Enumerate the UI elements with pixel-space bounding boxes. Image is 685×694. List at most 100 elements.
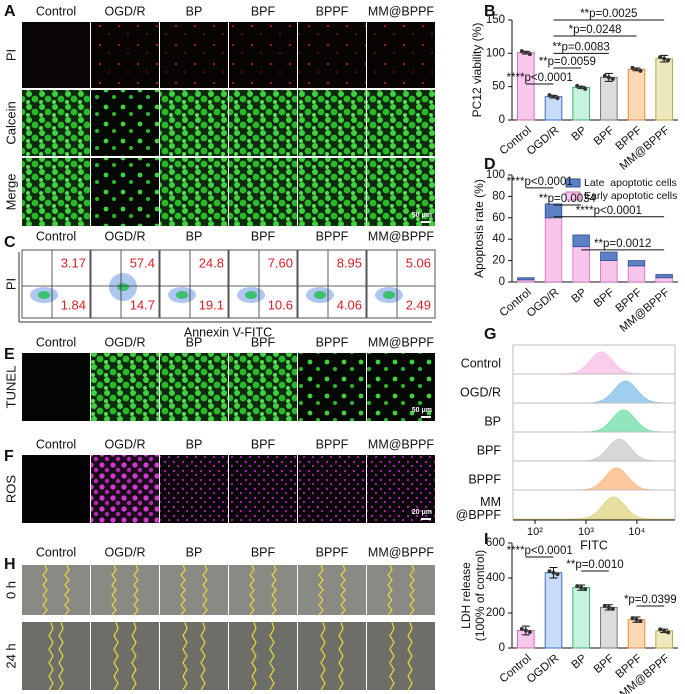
x-tick-label: OGD/R bbox=[525, 124, 562, 157]
column-header: BP bbox=[186, 545, 203, 559]
bar bbox=[627, 68, 646, 121]
quadrant-value: 5.06 bbox=[406, 255, 431, 270]
micrograph bbox=[160, 353, 228, 421]
replicate-dot bbox=[575, 83, 580, 88]
column-header: Control bbox=[36, 4, 76, 18]
wound-edge bbox=[409, 564, 415, 616]
replicate-dot bbox=[634, 67, 639, 72]
replicate-dot bbox=[610, 76, 615, 81]
micrograph bbox=[160, 455, 228, 523]
replicate-dot bbox=[519, 49, 524, 54]
panel-label: A bbox=[4, 3, 16, 20]
replicate-dot bbox=[523, 50, 528, 55]
micrograph bbox=[298, 622, 366, 690]
y-tick-label: 20 bbox=[492, 255, 505, 267]
replicate-dot bbox=[583, 86, 588, 91]
legend-swatch bbox=[565, 191, 581, 201]
column-header: OGD/R bbox=[105, 4, 146, 18]
column-header: BPF bbox=[251, 545, 276, 559]
wound-edge bbox=[200, 621, 206, 691]
bar-segment bbox=[544, 217, 563, 283]
significance-label: **p=0.0034 bbox=[539, 193, 597, 205]
micrograph bbox=[22, 90, 90, 156]
replicate-dot bbox=[606, 605, 611, 610]
micrograph bbox=[91, 353, 159, 421]
replicate-dot bbox=[666, 630, 671, 635]
x-axis-label: FITC bbox=[580, 538, 608, 552]
column-header: BPF bbox=[251, 229, 276, 243]
micrograph bbox=[298, 22, 366, 88]
bar bbox=[544, 572, 563, 649]
y-tick-label: 50 bbox=[492, 81, 505, 93]
row-label: BPPF bbox=[468, 472, 501, 486]
replicate-dot bbox=[630, 616, 635, 621]
bar bbox=[544, 96, 563, 121]
bar bbox=[572, 587, 590, 649]
micrograph bbox=[367, 22, 435, 88]
flow-plot bbox=[159, 249, 229, 319]
micrograph bbox=[160, 565, 228, 615]
cell-cloud-core bbox=[38, 291, 50, 299]
replicate-dot bbox=[662, 56, 667, 61]
ridge-row bbox=[512, 460, 676, 491]
replicate-dot bbox=[551, 94, 556, 99]
legend-label: Late apoptotic cells bbox=[584, 177, 677, 189]
x-axis-label: Annexin V-FITC bbox=[184, 325, 272, 339]
x-tick-label: BP bbox=[570, 652, 590, 671]
replicate-dot bbox=[606, 75, 611, 80]
x-tick-label: OGD/R bbox=[525, 652, 562, 685]
row-label: 0 h bbox=[3, 581, 18, 599]
bar-segment bbox=[572, 234, 590, 248]
x-tick-label: OGD/R bbox=[525, 286, 562, 319]
wound-edge bbox=[111, 564, 117, 616]
panel-label: C bbox=[4, 234, 16, 251]
micrograph bbox=[298, 455, 366, 523]
replicate-dot bbox=[547, 93, 552, 98]
scale-bar-label: 50 μm bbox=[412, 212, 432, 219]
replicate-dot bbox=[630, 65, 635, 70]
bar-segment bbox=[572, 246, 590, 283]
wound-edge bbox=[131, 621, 137, 691]
replicate-dot bbox=[634, 617, 639, 622]
bar-segment bbox=[627, 265, 646, 283]
column-header: BPPF bbox=[316, 437, 349, 451]
wound-edge bbox=[320, 621, 326, 691]
micrograph bbox=[160, 90, 228, 156]
quadrant-value: 57.4 bbox=[130, 255, 155, 270]
micrograph bbox=[367, 353, 435, 421]
column-header: Control bbox=[36, 437, 76, 451]
y-tick-label: 600 bbox=[486, 537, 505, 549]
scale-bar-label: 20 μm bbox=[412, 509, 432, 516]
column-header: MM@BPPF bbox=[368, 229, 435, 243]
panel-label: I bbox=[484, 531, 488, 548]
replicate-dot bbox=[579, 85, 584, 90]
replicate-dot bbox=[662, 628, 667, 633]
micrograph bbox=[22, 622, 90, 690]
bar bbox=[655, 58, 673, 121]
quadrant-value: 4.06 bbox=[337, 297, 362, 312]
micrograph bbox=[367, 455, 435, 523]
replicate-dot bbox=[555, 96, 560, 101]
ridge-row bbox=[512, 373, 676, 404]
panel-label: G bbox=[484, 326, 496, 343]
micrograph bbox=[91, 622, 159, 690]
row-label: Calcein bbox=[3, 101, 18, 144]
micrograph bbox=[229, 565, 297, 615]
micrograph bbox=[91, 455, 159, 523]
column-header: MM@BPPF bbox=[368, 335, 435, 349]
replicate-dot bbox=[527, 630, 532, 634]
cell-cloud-core bbox=[383, 291, 395, 299]
column-header: MM@BPPF bbox=[368, 437, 435, 451]
density-curve bbox=[513, 380, 675, 404]
micrograph bbox=[229, 158, 297, 226]
row-label: PI bbox=[3, 49, 18, 61]
column-header: Control bbox=[36, 229, 76, 243]
wound-edge bbox=[42, 564, 48, 616]
flow-plot bbox=[297, 249, 367, 319]
significance-label: ****p<0.0001 bbox=[576, 205, 642, 217]
bar bbox=[627, 619, 646, 649]
y-axis-label: PC12 viability (%) bbox=[470, 23, 484, 118]
bar-segment bbox=[600, 251, 618, 261]
column-header: BPPF bbox=[316, 335, 349, 349]
x-tick-label: BP bbox=[570, 286, 590, 305]
